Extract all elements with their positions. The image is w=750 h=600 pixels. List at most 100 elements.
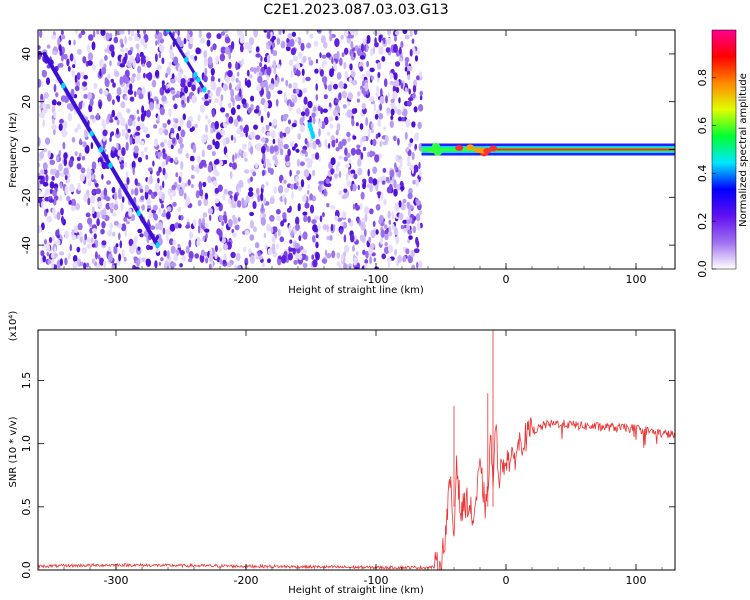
spectrogram-cell — [60, 207, 64, 216]
spectrogram-cell — [253, 109, 260, 114]
spectrogram-cell — [398, 97, 401, 104]
spectrogram-cell — [269, 168, 274, 175]
spectrogram-cell — [213, 98, 219, 103]
spectrogram-cell — [280, 77, 284, 82]
spectrogram-cell — [204, 223, 209, 228]
spectrogram-cell — [279, 148, 284, 156]
spectrogram-cell — [255, 162, 258, 169]
spectrogram-cell — [111, 99, 115, 105]
spectrogram-cell — [357, 158, 362, 167]
spectrogram-cell — [191, 84, 196, 92]
spectrogram-cell — [369, 150, 374, 158]
spectrogram-cell — [288, 83, 292, 89]
spectrogram-cell — [127, 118, 133, 127]
spectrogram-cell — [412, 179, 417, 185]
spectrogram-cell — [367, 183, 370, 188]
spectrogram-cell — [289, 169, 292, 177]
spectrogram-cell — [120, 163, 124, 170]
spectrogram-cell — [174, 118, 179, 124]
spectrogram-cell — [247, 107, 252, 114]
spectrogram-cell — [128, 55, 135, 63]
spectrogram-cell — [223, 159, 228, 165]
spectrogram-cell — [91, 161, 97, 170]
spectrogram-cell — [89, 98, 94, 107]
spectrogram-cell — [104, 55, 108, 61]
spectrogram-cell — [349, 63, 353, 71]
spectrogram-cell — [124, 229, 128, 238]
spectrogram-cell — [76, 72, 81, 80]
spectrogram-cell — [266, 161, 272, 168]
spectrogram-cell — [191, 126, 195, 132]
spectrogram-cell — [334, 38, 340, 48]
spectrogram-cell — [314, 215, 320, 221]
spectrogram-cell — [360, 191, 365, 200]
spectrogram-cell — [303, 215, 308, 223]
spectrogram-cell — [171, 184, 176, 191]
spectrogram-cell — [419, 210, 423, 215]
spectrogram-cell — [347, 92, 353, 100]
spectrogram-cell — [56, 154, 59, 163]
spectrogram-cell — [360, 152, 364, 160]
spectrogram-cell — [154, 138, 159, 147]
spectrogram-cell — [191, 94, 197, 104]
spectrogram-cell — [153, 191, 158, 197]
spectrogram-cell — [83, 74, 88, 80]
spectrogram-cell — [419, 95, 423, 101]
spectrogram-cell — [190, 174, 195, 179]
spectrogram-cell — [324, 249, 328, 256]
spectrogram-cell — [170, 133, 175, 139]
spectrogram-cell — [282, 212, 287, 219]
spectrogram-cell — [359, 123, 364, 130]
spectrogram-cell — [398, 200, 402, 208]
spectrogram-cell — [321, 61, 325, 68]
spectrogram-cell — [312, 140, 317, 150]
spectrogram-cell — [177, 147, 183, 155]
spectrogram-cell — [309, 193, 314, 201]
spectrogram-cell — [67, 112, 73, 122]
spectrogram-cell — [162, 122, 167, 129]
spectrogram-cell — [191, 184, 194, 188]
spectrogram-cell — [169, 53, 174, 59]
spectrogram-cell — [98, 161, 102, 167]
spectrogram-cell — [417, 121, 422, 130]
spectrogram-cell — [309, 142, 313, 148]
tone-blob — [466, 144, 475, 151]
spectrogram-cell — [58, 44, 62, 52]
spectrogram-cell — [302, 145, 308, 151]
spectrogram-cell — [367, 37, 371, 43]
spectrogram-cell — [194, 123, 198, 128]
spectrogram-cell — [138, 140, 145, 146]
spectrogram-cell — [273, 67, 277, 75]
spectrogram-cell — [350, 147, 356, 156]
spectrogram-cell — [193, 165, 199, 173]
spectrogram-cell — [152, 79, 157, 88]
spectrogram-cell — [377, 118, 382, 127]
spectrogram-cell — [361, 135, 367, 142]
spectrogram-cell — [340, 34, 344, 40]
spectrogram-cell — [308, 59, 314, 66]
spectrogram-cell — [361, 234, 366, 243]
spectrogram-cell — [96, 211, 101, 219]
snr-x-tick-label: -200 — [234, 574, 259, 587]
spectrogram-cell — [191, 164, 195, 171]
spectrogram-cell — [261, 126, 265, 133]
colorbar-ticks: 0.0 0.2 0.4 0.6 0.8 — [696, 69, 716, 278]
spectrogram-cell — [319, 52, 322, 58]
spectrogram-cell — [181, 99, 185, 106]
spectrogram-cell — [63, 167, 69, 176]
spectrogram-cell — [294, 143, 298, 148]
spectrogram-cell — [159, 185, 163, 191]
spectrogram-cell — [349, 234, 355, 243]
spectrogram-cell — [241, 58, 245, 65]
spectrogram-cell — [270, 226, 274, 234]
spectrogram-cell — [352, 203, 356, 210]
spectrogram-cell — [384, 234, 389, 241]
spectrogram-cell — [53, 84, 57, 93]
spectrogram-cell — [131, 188, 134, 195]
snr-y-ticks: 0.0 0.5 1.0 1.5 — [20, 372, 675, 579]
spectrogram-cell — [211, 109, 216, 118]
spectrogram-cell — [351, 79, 358, 86]
spectrogram-cell — [124, 162, 128, 167]
spectrogram-cell — [390, 108, 395, 116]
